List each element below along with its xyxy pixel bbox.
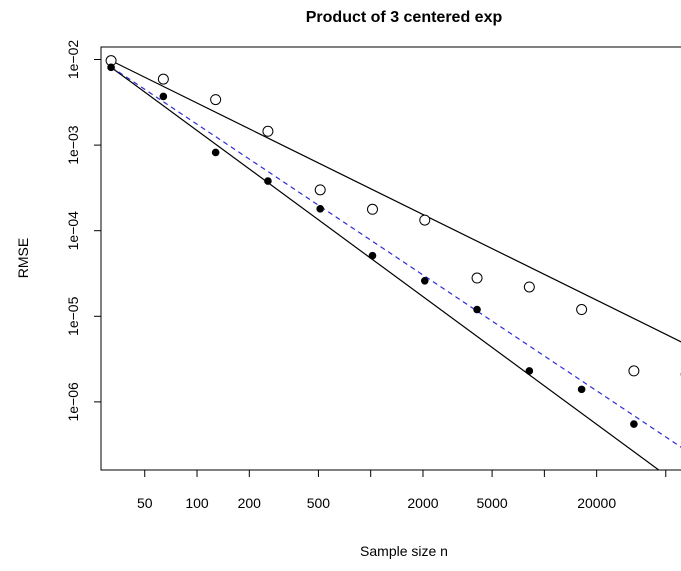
open-point-4: [314, 184, 326, 196]
filled-point-5: [368, 251, 377, 260]
filled-point-7: [473, 305, 481, 314]
y-tick-label-2: 1e−04: [65, 211, 81, 251]
filled-point-2: [211, 148, 220, 157]
x-tick-label-2: 200: [238, 495, 262, 511]
open-point-3: [262, 125, 274, 137]
x-axis-label: Sample size n: [360, 543, 448, 559]
filled-point-0: [107, 63, 115, 72]
filled-point-4: [316, 205, 325, 213]
open-point-2: [210, 94, 222, 106]
fit-lines: [110, 60, 681, 470]
chart-title: Product of 3 centered exp: [306, 9, 503, 26]
y-tick-label-1: 1e−05: [65, 296, 81, 336]
filled-point-1: [159, 92, 168, 101]
solid-fit-line-0: [110, 60, 681, 343]
filled-point-9: [577, 385, 586, 394]
x-tick-label-5: 2000: [407, 495, 438, 511]
filled-point-8: [525, 367, 534, 375]
x-axis: 50 100 200 500 2000 5000 20000: [137, 469, 667, 511]
filled-point-10: [630, 420, 638, 428]
y-axis-label: RMSE: [15, 238, 31, 278]
x-tick-label-0: 50: [137, 495, 153, 511]
x-tick-label-3: 500: [307, 495, 331, 511]
x-tick-label-6: 5000: [477, 495, 508, 511]
open-point-5: [366, 203, 378, 215]
filled-point-3: [264, 177, 272, 185]
x-tick-label-8: 20000: [577, 495, 616, 511]
open-point-9: [576, 304, 588, 316]
plot-frame: [100, 46, 681, 471]
open-point-8: [523, 281, 535, 293]
y-tick-label-4: 1e−02: [65, 40, 81, 80]
open-point-6: [419, 214, 431, 226]
open-point-10: [628, 365, 640, 377]
y-tick-label-0: 1e−06: [65, 382, 81, 422]
y-axis: 1e−06 1e−05 1e−04 1e−03 1e−02: [65, 40, 102, 422]
dashed-fit-line-2: [110, 66, 681, 448]
y-tick-label-3: 1e−03: [65, 125, 81, 165]
open-point-1: [157, 73, 169, 85]
solid-fit-line-1: [110, 66, 660, 470]
open-point-7: [471, 272, 483, 284]
data-points: [105, 55, 681, 428]
filled-point-6: [420, 276, 429, 285]
x-tick-label-1: 100: [185, 495, 209, 511]
